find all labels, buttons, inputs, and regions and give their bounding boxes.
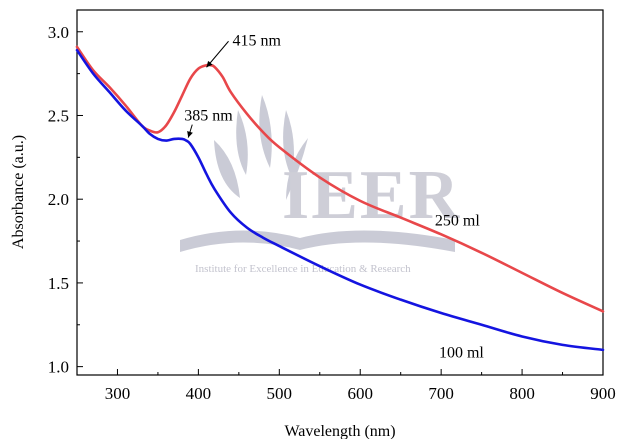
annotation-385nm: 385 nm xyxy=(184,108,233,125)
series-label-250-ml: 250 ml xyxy=(435,212,480,229)
series-label-100-ml: 100 ml xyxy=(439,345,484,362)
annotation-arrow-385nm xyxy=(187,124,193,138)
x-tick-label: 300 xyxy=(105,384,131,403)
y-tick-label: 2.5 xyxy=(48,106,69,125)
watermark-logo: IEER Institute for Excellence in Educati… xyxy=(180,95,461,275)
x-axis-title: Wavelength (nm) xyxy=(284,423,395,439)
watermark-tagline: Institute for Excellence in Education & … xyxy=(195,263,411,275)
watermark-logo-text: IEER xyxy=(282,157,461,234)
y-tick-label: 1.0 xyxy=(48,358,69,377)
x-tick-label: 800 xyxy=(509,384,535,403)
watermark-wheat-icon xyxy=(214,95,308,200)
annotation-arrow-415nm xyxy=(206,40,229,68)
annotation-415nm: 415 nm xyxy=(233,32,282,49)
y-tick-label: 3.0 xyxy=(48,23,69,42)
x-tick-label: 500 xyxy=(267,384,293,403)
x-tick-label: 600 xyxy=(347,384,373,403)
series-line-100-ml xyxy=(75,48,605,352)
plot-frame xyxy=(76,9,604,376)
watermark-book-icon xyxy=(180,230,455,252)
y-axis-title: Absorbance (a.u.) xyxy=(10,135,27,249)
chart-labels: 250 ml 100 ml 415 nm 385 nm xyxy=(184,32,484,361)
y-tick-label: 1.5 xyxy=(48,274,69,293)
axis-ticks: 300 400 500 600 700 800 900 1.0 1.5 2.0 2.5 3.0 xyxy=(48,23,616,403)
x-tick-label: 700 xyxy=(428,384,454,403)
x-tick-label: 400 xyxy=(186,384,212,403)
x-tick-label: 900 xyxy=(590,384,616,403)
y-tick-label: 2.0 xyxy=(48,190,69,209)
